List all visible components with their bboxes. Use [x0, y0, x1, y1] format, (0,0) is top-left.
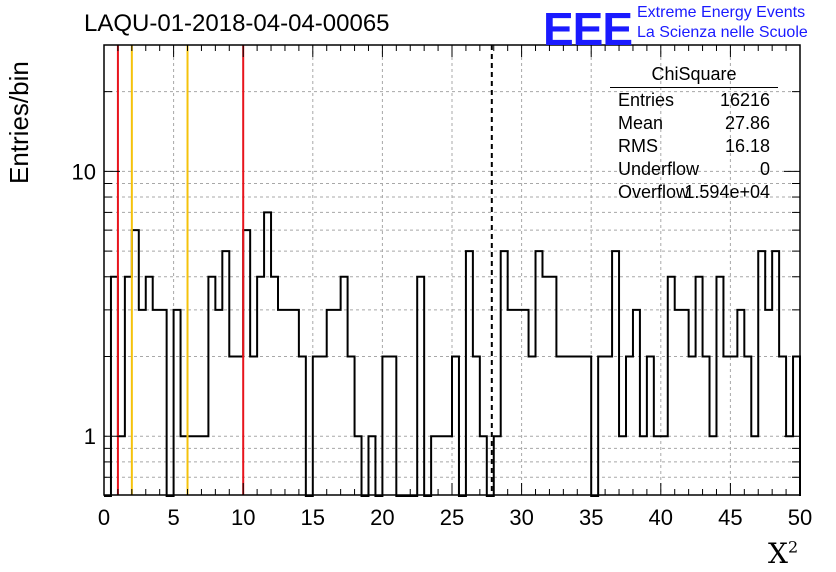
x-tick-label: 30	[509, 505, 533, 530]
x-tick-label: 5	[167, 505, 179, 530]
stats-row: Underflow 0	[618, 159, 770, 179]
logo-line-2: La Scienza nelle Scuole	[637, 24, 808, 41]
x-tick-label: 20	[370, 505, 394, 530]
stats-row: Entries 16216	[618, 90, 770, 110]
y-tick-label: 1	[84, 424, 96, 449]
eee-logo: EEE	[543, 3, 633, 55]
stats-title: ChiSquare	[610, 64, 778, 88]
x-tick-label: 40	[649, 505, 673, 530]
chart-title: LAQU-01-2018-04-04-00065	[84, 10, 390, 37]
x-tick-label: 45	[718, 505, 742, 530]
stats-box: ChiSquare Entries 16216 Mean 27.86 RMS 16.1…	[610, 64, 778, 205]
x-tick-label: 25	[440, 505, 464, 530]
x-axis-label: X2	[768, 537, 799, 570]
stats-row: Mean 27.86	[618, 113, 770, 133]
x-tick-label: 10	[231, 505, 255, 530]
stats-row: Overflow 1.594e+04	[618, 182, 770, 202]
logo-line-1: Extreme Energy Events	[637, 4, 806, 21]
y-tick-label: 10	[72, 159, 96, 184]
x-tick-label: 15	[301, 505, 325, 530]
x-tick-label: 35	[579, 505, 603, 530]
histogram-series	[104, 211, 801, 497]
x-tick-label: 50	[788, 505, 812, 530]
x-tick-label: 0	[98, 505, 110, 530]
y-axis-label: Entries/bin	[4, 61, 34, 184]
stats-row: RMS 16.18	[618, 136, 770, 156]
